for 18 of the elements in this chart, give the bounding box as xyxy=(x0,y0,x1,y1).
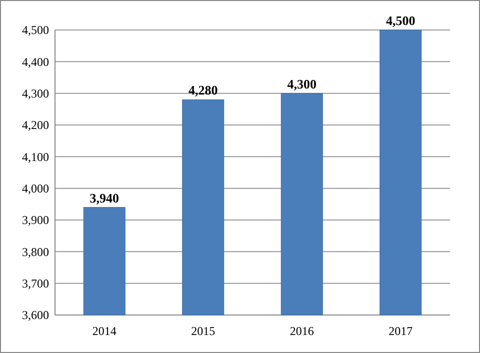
y-tick-label: 3,900 xyxy=(22,213,49,228)
x-tick-label: 2014 xyxy=(92,324,116,338)
y-tick-label: 3,600 xyxy=(22,308,49,322)
y-tick-label: 4,300 xyxy=(22,86,49,101)
y-tick-label: 4,200 xyxy=(22,118,49,132)
data-label: 4,280 xyxy=(188,82,218,98)
y-tick-label: 4,100 xyxy=(22,150,49,164)
data-label: 4,300 xyxy=(287,76,316,92)
data-label: 3,940 xyxy=(90,190,119,206)
y-tick-label: 3,800 xyxy=(22,244,49,259)
y-tick-label: 4,500 xyxy=(22,23,49,38)
x-tick-label: 2015 xyxy=(191,324,216,338)
data-label: 4,500 xyxy=(386,13,416,28)
x-tick-label: 2016 xyxy=(290,324,314,338)
x-tick-label: 2017 xyxy=(388,324,413,338)
y-tick-label: 4,400 xyxy=(22,54,49,69)
y-tick-label: 4,000 xyxy=(22,182,49,196)
y-tick-label: 3,700 xyxy=(22,276,49,291)
